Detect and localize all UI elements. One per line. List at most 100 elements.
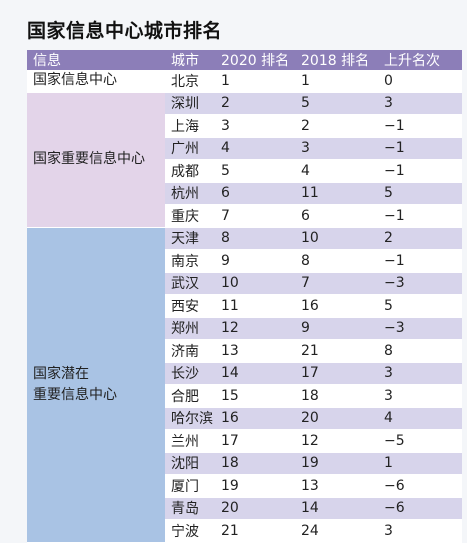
cell: 11 <box>295 182 378 205</box>
cell: −1 <box>378 159 462 183</box>
group-cell: 国家潜在 重要信息中心 <box>27 227 165 543</box>
cell: 13 <box>295 474 378 498</box>
table-row: 宁波 21 24 3 <box>27 519 462 543</box>
cell: −6 <box>378 497 462 520</box>
cell: 8 <box>295 249 378 273</box>
cell: 7 <box>295 272 378 295</box>
table-row: 南京 9 8 −1 <box>27 249 462 273</box>
cell: 重庆 <box>165 204 215 228</box>
cell: 9 <box>215 249 295 273</box>
cell: 成都 <box>165 159 215 183</box>
cell: 南京 <box>165 249 215 273</box>
table-row: 合肥 15 18 3 <box>27 384 462 408</box>
header-row: 信息 城市 2020 排名 2018 排名 上升名次 <box>27 50 462 70</box>
table-row: 沈阳 18 19 1 <box>27 452 462 475</box>
table-row: 厦门 19 13 −6 <box>27 474 462 498</box>
table-row: 国家潜在 重要信息中心 天津 8 10 2 <box>27 227 462 543</box>
cell: 5 <box>378 294 462 318</box>
cell: 18 <box>295 384 378 408</box>
cell: −3 <box>378 317 462 340</box>
title: 国家信息中心城市排名 <box>27 20 223 42</box>
table-row: 杭州 6 11 5 <box>27 182 462 205</box>
cell: 上海 <box>165 114 215 138</box>
cell: −6 <box>378 474 462 498</box>
cell: 24 <box>295 519 378 543</box>
cell: 厦门 <box>165 474 215 498</box>
cell: 5 <box>378 182 462 205</box>
cell: 10 <box>295 227 378 250</box>
cell: 15 <box>215 384 295 408</box>
cell: 16 <box>215 407 295 430</box>
cell: 1 <box>378 452 462 475</box>
cell: 济南 <box>165 339 215 363</box>
cell: 2 <box>215 92 295 115</box>
cell: 11 <box>215 294 295 318</box>
cell: −1 <box>378 204 462 228</box>
cell: 21 <box>215 519 295 543</box>
cell: 16 <box>295 294 378 318</box>
table-row: 广州 4 3 −1 <box>27 137 462 160</box>
cell: 17 <box>215 429 295 453</box>
cell: 8 <box>378 339 462 363</box>
cell: 13 <box>215 339 295 363</box>
group-cell: 国家信息中心 <box>27 70 165 93</box>
cell: 6 <box>215 182 295 205</box>
cell: 4 <box>378 407 462 430</box>
cell: −1 <box>378 249 462 273</box>
cell: 9 <box>295 317 378 340</box>
cell: 深圳 <box>165 92 215 115</box>
table-row: 哈尔滨 16 20 4 <box>27 407 462 430</box>
cell: 18 <box>215 452 295 475</box>
table-row: 武汉 10 7 −3 <box>27 272 462 295</box>
ranking-table: 信息 城市 2020 排名 2018 排名 上升名次 国家信息中心 北京 1 1 0 国家重要信息… <box>27 50 462 543</box>
cell: 14 <box>295 497 378 520</box>
cell: 北京 <box>165 70 215 93</box>
cell: 20 <box>295 407 378 430</box>
cell: 6 <box>295 204 378 228</box>
cell: 哈尔滨 <box>165 407 215 430</box>
cell: 3 <box>378 92 462 115</box>
header-cell: 2020 排名 <box>215 50 295 70</box>
table-row: 济南 13 21 8 <box>27 339 462 363</box>
cell: −1 <box>378 114 462 138</box>
cell: 12 <box>295 429 378 453</box>
cell: 宁波 <box>165 519 215 543</box>
cell: 19 <box>295 452 378 475</box>
cell: 长沙 <box>165 362 215 385</box>
table-row: 成都 5 4 −1 <box>27 159 462 183</box>
cell: 3 <box>295 137 378 160</box>
table-row: 国家信息中心 北京 1 1 0 <box>27 70 462 93</box>
cell: 5 <box>215 159 295 183</box>
cell: 西安 <box>165 294 215 318</box>
table-row: 重庆 7 6 −1 <box>27 204 462 228</box>
table-row: 国家重要信息中心 深圳 2 5 3 <box>27 92 462 228</box>
cell: 兰州 <box>165 429 215 453</box>
table-row: 青岛 20 14 −6 <box>27 497 462 520</box>
cell: 杭州 <box>165 182 215 205</box>
cell: 3 <box>378 519 462 543</box>
cell: 5 <box>295 92 378 115</box>
cell: 0 <box>378 70 462 93</box>
cell: 21 <box>295 339 378 363</box>
cell: 3 <box>378 384 462 408</box>
cell: −1 <box>378 137 462 160</box>
cell: 郑州 <box>165 317 215 340</box>
header-cell: 城市 <box>165 50 215 70</box>
header-cell: 上升名次 <box>378 50 462 70</box>
cell: 3 <box>215 114 295 138</box>
table-row: 上海 3 2 −1 <box>27 114 462 138</box>
cell: 青岛 <box>165 497 215 520</box>
cell: 天津 <box>165 227 215 250</box>
cell: 武汉 <box>165 272 215 295</box>
cell: −3 <box>378 272 462 295</box>
cell: 1 <box>295 70 378 93</box>
cell: 19 <box>215 474 295 498</box>
cell: 3 <box>378 362 462 385</box>
cell: 20 <box>215 497 295 520</box>
cell: 7 <box>215 204 295 228</box>
table-body: 国家信息中心 北京 1 1 0 国家重要信息中心 深圳 2 5 3 上海 3 2 −1 广州 4 3 −1 成都 5 4… <box>27 70 462 543</box>
table-row: 西安 11 16 5 <box>27 294 462 318</box>
table-row: 郑州 12 9 −3 <box>27 317 462 340</box>
cell: 4 <box>295 159 378 183</box>
